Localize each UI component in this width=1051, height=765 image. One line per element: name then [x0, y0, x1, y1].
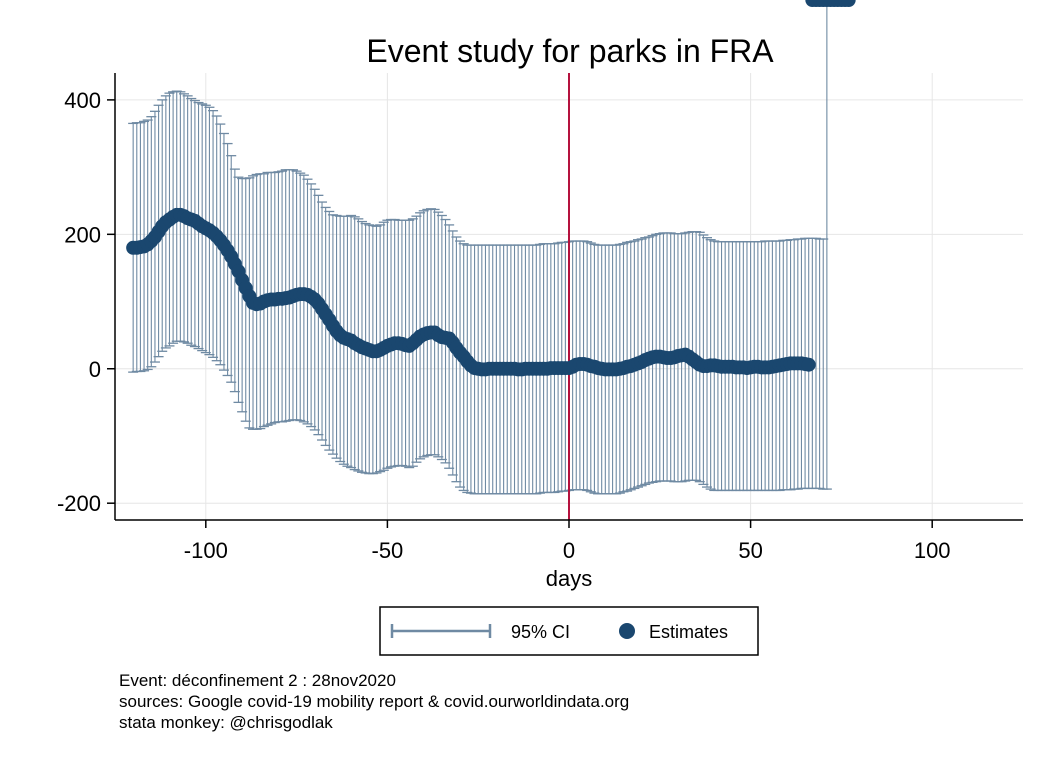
- y-tick-label-2: 200: [64, 222, 101, 247]
- x-tick-label-2: 0: [563, 538, 575, 563]
- x-axis-title: days: [546, 566, 592, 591]
- x-tick-label-3: 50: [738, 538, 762, 563]
- legend-estimates-label: Estimates: [649, 622, 728, 642]
- estimate-layer: [126, 0, 856, 377]
- note-event: Event: déconfinement 2 : 28nov2020: [119, 671, 396, 690]
- x-tick-label-4: 100: [914, 538, 951, 563]
- notes: Event: déconfinement 2 : 28nov2020 sourc…: [119, 671, 629, 732]
- note-sources: sources: Google covid-19 mobility report…: [119, 692, 629, 711]
- axis-layer: -100 -50 0 50 100 -200 0 200 400: [57, 73, 1023, 563]
- estimate-point: [801, 357, 816, 372]
- chart-title: Event study for parks in FRA: [366, 33, 774, 69]
- y-tick-label-1: 0: [89, 357, 101, 382]
- ci-bar: [821, 0, 832, 490]
- legend: 95% CI Estimates: [379, 606, 759, 656]
- y-tick-label-0: -200: [57, 491, 101, 516]
- x-tick-label-1: -50: [372, 538, 404, 563]
- note-credit: stata monkey: @chrisgodlak: [119, 713, 333, 732]
- y-tick-label-3: 400: [64, 88, 101, 113]
- legend-ci-label: 95% CI: [511, 622, 570, 642]
- legend-estimates-marker: [619, 623, 635, 639]
- x-tick-label-0: -100: [184, 538, 228, 563]
- estimate-point: [841, 0, 856, 7]
